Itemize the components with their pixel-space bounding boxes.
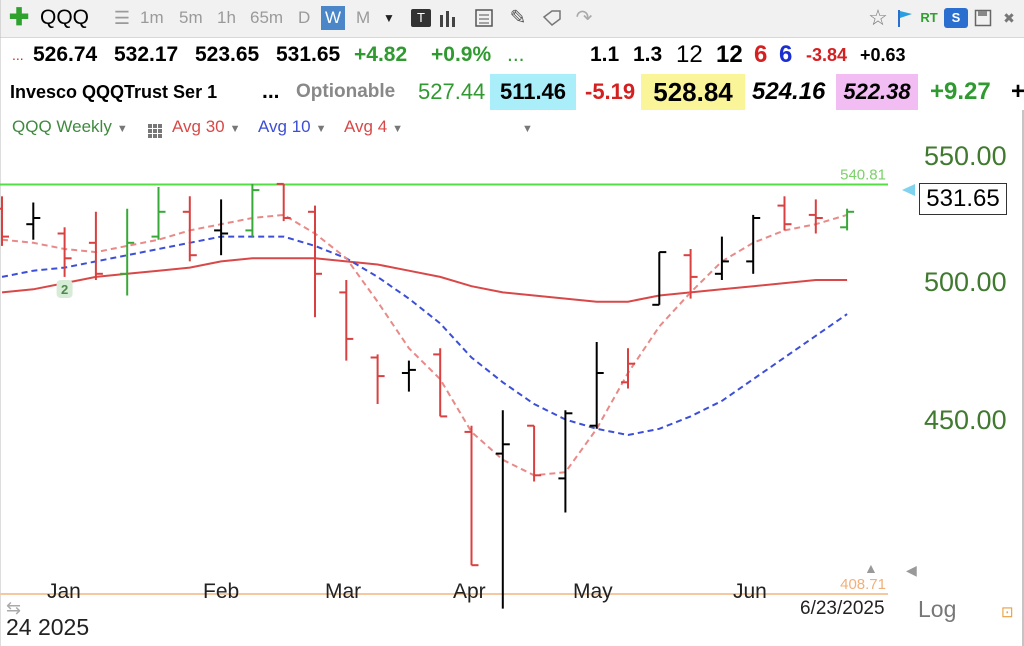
study-avg30-label: Avg 30 bbox=[172, 117, 225, 136]
optionable-label: Optionable bbox=[296, 81, 396, 102]
calculator-icon[interactable] bbox=[472, 6, 496, 30]
last-price-arrow-icon bbox=[902, 184, 915, 196]
quote-p8: + bbox=[1011, 78, 1024, 105]
x-label-jun: Jun bbox=[733, 580, 767, 603]
quote-low: 523.65 bbox=[195, 43, 260, 66]
interval-1m[interactable]: 1m bbox=[140, 8, 164, 27]
study-avg4[interactable]: Avg 4 ▼ bbox=[344, 112, 403, 144]
chevron-down-icon: ▼ bbox=[315, 123, 327, 135]
quote-row-1: ... 526.74 532.17 523.65 531.65 +4.82 +0… bbox=[0, 37, 1024, 73]
interval-d[interactable]: D bbox=[298, 8, 311, 27]
toolbar: ✚ QQQ ☰ 1m 5m 1h 65m D W M ▼ T ✎ ↷ ☆ RT … bbox=[0, 0, 1024, 38]
last-price-label: 531.65 bbox=[919, 183, 1007, 215]
bars-icon bbox=[440, 11, 455, 27]
study-avg10[interactable]: Avg 10 ▼ bbox=[258, 112, 327, 144]
close-icon[interactable]: ✖ bbox=[1003, 10, 1015, 26]
chevron-down-icon: ▼ bbox=[229, 123, 241, 135]
quote-v2: 1.3 bbox=[633, 43, 663, 66]
grid-icon[interactable] bbox=[147, 119, 163, 149]
x-label-may: May bbox=[573, 580, 613, 603]
chart-type-button[interactable]: T bbox=[411, 9, 431, 27]
quote-v1: 1.1 bbox=[590, 43, 620, 66]
chevron-down-icon: ▼ bbox=[116, 123, 128, 135]
quote-p5: 524.16 bbox=[752, 78, 826, 105]
share-arrow-icon[interactable]: ↷ bbox=[575, 7, 593, 29]
quote-v6: 6 bbox=[779, 41, 793, 68]
quote-v5: 6 bbox=[754, 41, 768, 68]
y-tick-0: 550.00 bbox=[924, 141, 1007, 171]
quote-p7: +9.27 bbox=[930, 78, 991, 105]
lock-icon[interactable]: ⊡ bbox=[1001, 604, 1014, 621]
quote-v7: -3.84 bbox=[806, 45, 848, 65]
event-marker-bg bbox=[56, 280, 73, 298]
flag-icon[interactable] bbox=[894, 6, 916, 30]
quote-v3: 12 bbox=[676, 41, 703, 68]
scroll-left-icon[interactable]: ◀ bbox=[906, 562, 917, 578]
moving-average-avg4 bbox=[1, 213, 848, 477]
quote-dots-1: ... bbox=[12, 47, 24, 63]
moving-average-avg30 bbox=[1, 257, 848, 303]
interval-m[interactable]: M bbox=[356, 8, 371, 27]
study-main[interactable]: QQQ Weekly ▼ bbox=[12, 112, 128, 144]
chevron-down-icon: ▼ bbox=[392, 123, 404, 135]
quote-v4: 12 bbox=[716, 41, 743, 68]
interval-w[interactable]: W bbox=[321, 6, 345, 30]
date-label: 6/23/2025 bbox=[800, 598, 885, 619]
quote-p1: 527.44 bbox=[418, 79, 486, 104]
quote-high: 532.17 bbox=[114, 43, 179, 66]
reference-line-label-1: 408.71 bbox=[840, 576, 886, 593]
studies-menu-chevron[interactable]: ▼ bbox=[517, 112, 533, 144]
log-scale-toggle[interactable]: Log bbox=[918, 596, 957, 622]
pencil-icon[interactable]: ✎ bbox=[509, 7, 527, 29]
quote-row-2: Invesco QQQTrust Ser 1 ... Optionable 52… bbox=[0, 74, 1024, 110]
y-tick-1: 500.00 bbox=[924, 267, 1007, 297]
study-avg4-label: Avg 4 bbox=[344, 117, 388, 136]
interval-dropdown-icon[interactable]: ▼ bbox=[383, 11, 395, 25]
quote-change: +4.82 bbox=[354, 43, 408, 66]
study-avg10-label: Avg 10 bbox=[258, 117, 311, 136]
interval-65m[interactable]: 65m bbox=[250, 8, 284, 27]
study-main-label: QQQ Weekly bbox=[12, 117, 112, 136]
tag-icon[interactable] bbox=[540, 6, 564, 30]
x-label-mar: Mar bbox=[325, 580, 362, 603]
x-label-apr: Apr bbox=[453, 580, 486, 603]
quote-p4: 528.84 bbox=[641, 74, 745, 110]
interval-1h[interactable]: 1h bbox=[217, 8, 236, 27]
quote-close: 531.65 bbox=[276, 43, 341, 66]
symbol-label[interactable]: QQQ bbox=[40, 6, 90, 29]
quote-p6: 522.38 bbox=[836, 74, 918, 110]
interval-5m[interactable]: 5m bbox=[179, 8, 203, 27]
study-avg30[interactable]: Avg 30 ▼ bbox=[172, 112, 241, 144]
chevron-down-icon: ▼ bbox=[522, 123, 533, 135]
bar-style-icon[interactable] bbox=[437, 6, 461, 30]
quote-v8: +0.63 bbox=[860, 45, 906, 65]
scroll-up-icon[interactable]: ▲ bbox=[864, 560, 878, 576]
save-icon[interactable] bbox=[972, 6, 994, 30]
add-symbol-icon[interactable]: ✚ bbox=[8, 4, 30, 31]
security-name: Invesco QQQTrust Ser 1 bbox=[10, 82, 218, 102]
x-label-feb: Feb bbox=[203, 580, 240, 603]
quote-p3: -5.19 bbox=[585, 79, 636, 104]
quote-open: 526.74 bbox=[33, 43, 98, 66]
s-menu-button[interactable]: S bbox=[944, 8, 968, 28]
realtime-button[interactable]: RT bbox=[920, 10, 938, 25]
y-tick-2: 450.00 bbox=[924, 405, 1007, 435]
reference-line-label-0: 540.81 bbox=[840, 166, 886, 183]
scroll-arrows-icon[interactable]: ⇆ bbox=[6, 598, 22, 618]
event-marker: 2 bbox=[61, 282, 68, 297]
year-label: 24 2025 bbox=[6, 614, 90, 640]
quote-p2: 511.46 bbox=[490, 74, 576, 110]
quote-change-pct: +0.9% bbox=[431, 43, 492, 66]
quote-dots-2: ... bbox=[507, 43, 525, 66]
moving-average-avg10 bbox=[1, 235, 848, 437]
x-label-jan: Jan bbox=[47, 580, 81, 603]
quote-dots-3: ... bbox=[262, 80, 280, 103]
star-icon[interactable]: ☆ bbox=[868, 5, 888, 30]
study-legend: QQQ Weekly ▼ Avg 30 ▼ Avg 10 ▼ Avg 4 ▼ ▼ bbox=[0, 112, 560, 142]
list-icon[interactable]: ☰ bbox=[113, 8, 131, 28]
